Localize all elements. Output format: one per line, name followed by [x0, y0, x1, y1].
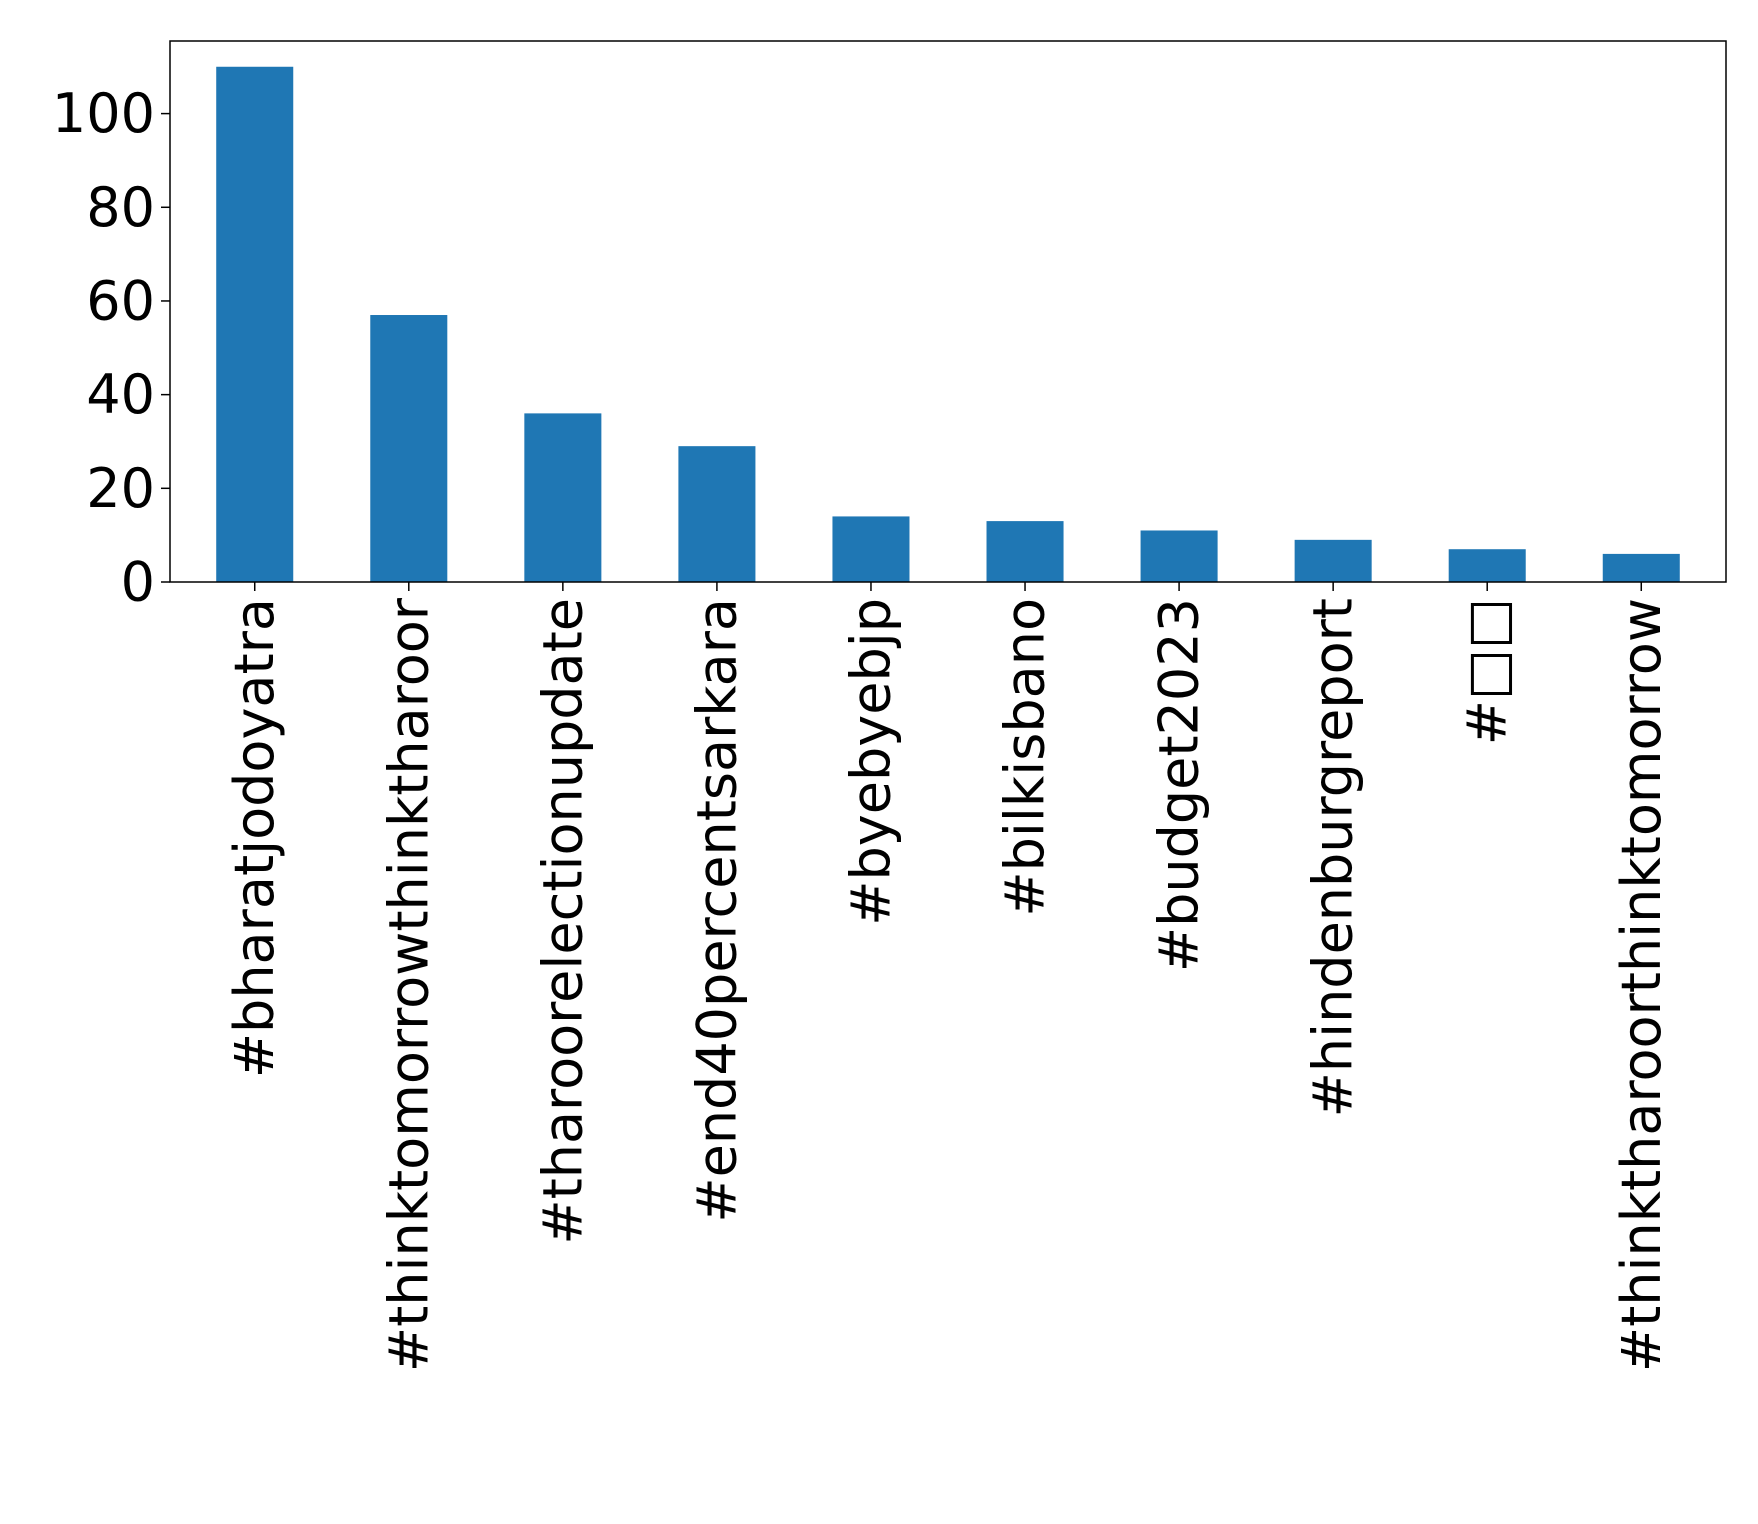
bar-0 — [216, 66, 294, 582]
bar-8 — [1448, 549, 1526, 582]
x-tick-label-6: #budget2023 — [1148, 598, 1211, 972]
y-tick-label-4: 80 — [86, 176, 155, 239]
y-axis: 0 20 40 60 80 100 — [52, 82, 170, 614]
y-tick-label-3: 60 — [86, 269, 155, 332]
x-tick-label-5: #bilkisbano — [994, 598, 1057, 917]
y-tick-label-2: 40 — [86, 363, 155, 426]
x-tick-label-3: #end40percentsarkara — [685, 598, 748, 1223]
bar-3 — [678, 446, 756, 582]
bar-1 — [370, 315, 448, 582]
x-tick-label-9: #thinktharoorthinktomorrow — [1610, 598, 1673, 1372]
x-tick-label-2: #tharoorelectionupdate — [531, 598, 594, 1245]
y-tick-label-0: 0 — [121, 551, 155, 614]
y-tick-label-5: 100 — [52, 82, 155, 145]
bar-9 — [1602, 553, 1680, 582]
bar-4 — [832, 516, 910, 582]
x-tick-label-4: #byebyebjp — [839, 598, 902, 926]
bar-5 — [986, 521, 1064, 582]
x-axis: #bharatjodoyatra #thinktomorrowthinktharo… — [223, 582, 1673, 1372]
x-tick-label-1: #thinktomorrowthinktharoor — [377, 597, 440, 1372]
x-tick-label-7: #hindenburgreport — [1302, 598, 1365, 1117]
bars-group — [216, 66, 1680, 582]
bar-6 — [1140, 530, 1218, 582]
y-tick-label-1: 20 — [86, 457, 155, 520]
x-tick-label-0: #bharatjodoyatra — [223, 598, 286, 1078]
plot-frame — [169, 40, 1727, 583]
bar-7 — [1294, 539, 1372, 582]
x-tick-label-8: #□□ — [1456, 598, 1519, 745]
bar-2 — [524, 413, 602, 582]
